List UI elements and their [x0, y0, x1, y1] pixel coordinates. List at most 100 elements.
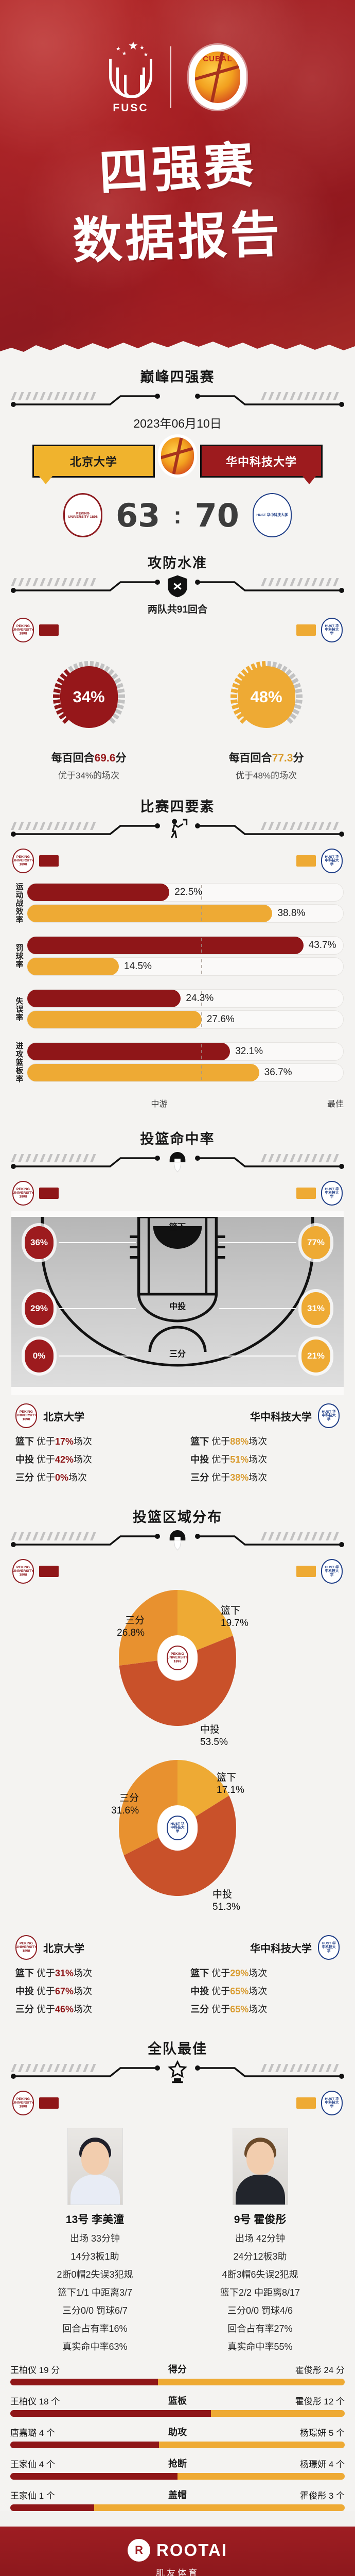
player-torso — [235, 2175, 285, 2205]
hero-title: 四强赛 数据报告 — [0, 129, 355, 270]
note-line: 篮下 优于29%场次 — [190, 1966, 340, 1979]
trophy-star-icon — [167, 2060, 188, 2083]
home-team-name: 北京大学 — [43, 1411, 84, 1423]
home-pace-sub: 优于34%的场次 — [58, 771, 120, 781]
shooting-team-notes: PEKING UNIVERSITY 1898 北京大学 篮下 优于17%场次 中… — [0, 1395, 355, 1490]
match-section-title: 巅峰四强赛 — [140, 369, 215, 385]
away-color-swatch — [296, 1188, 316, 1199]
pie-slice-pct: 26.8% — [117, 1627, 145, 1638]
fusc-logo: ★ ★ ★ ★ ★ FUSC — [109, 40, 153, 114]
compare-row: 王家仙 4 个 抢断 杨璟妍 4 个 — [10, 2456, 345, 2480]
note-line: 中投 优于42%场次 — [15, 1452, 165, 1466]
pie-slice-name: 中投 — [200, 1724, 220, 1735]
note-value: 46% — [55, 2004, 74, 2014]
home-compare-segment — [10, 2442, 159, 2448]
note-line: 三分 优于38%场次 — [190, 1470, 340, 1484]
stars-icon: ★ ★ ★ ★ ★ — [116, 39, 148, 58]
note-suffix: 场次 — [74, 1454, 93, 1465]
note-suffix: 场次 — [74, 1436, 93, 1447]
home-note-head: PEKING UNIVERSITY 1898 北京大学 — [15, 1403, 165, 1428]
four-factors-rule — [9, 819, 346, 846]
note-suffix: 场次 — [248, 1968, 268, 1978]
away-pie-chart: HUST 华中科技大学 篮下 17.1% 中投 51.3% 三分 31.6% — [0, 1757, 355, 1927]
home-crest-text: PEKING UNIVERSITY 1898 — [15, 1941, 37, 1953]
factor-group: 失误率 24.3% 27.6% — [11, 987, 344, 1031]
zone-arrow-left — [59, 1355, 136, 1357]
player-face — [246, 2142, 274, 2175]
away-bar-value: 36.7% — [264, 1067, 292, 1078]
compare-row-labels: 唐嘉璐 4 个 助攻 杨璟妍 5 个 — [10, 2425, 345, 2438]
home-leader-label: 王家仙 1 个 — [10, 2490, 55, 2501]
player-stat-line: 2断0帽2失误3犯规 — [57, 2269, 133, 2280]
away-pace-sub: 优于48%的场次 — [235, 771, 297, 781]
home-bar-fill — [27, 990, 181, 1007]
pie-crest-text: PEKING UNIVERSITY 1898 — [167, 1652, 188, 1664]
note-prefix: 优于 — [37, 2004, 56, 2014]
away-bar-value: 14.5% — [124, 961, 152, 972]
home-crest-text: PEKING UNIVERSITY 1898 — [15, 1410, 37, 1421]
away-color-swatch — [296, 855, 316, 867]
home-compare-segment — [10, 2379, 158, 2385]
shooting-title: 投篮命中率 — [140, 1131, 215, 1147]
note-suffix: 场次 — [248, 1986, 268, 1996]
match-rule — [9, 389, 346, 417]
note-zone: 三分 — [190, 2004, 209, 2014]
home-bar-track: 24.3% — [27, 989, 344, 1008]
hero-title-line2: 数据报告 — [72, 204, 284, 270]
compare-metric: 抢断 — [168, 2459, 187, 2469]
brand-name-cn: 肌友体育 — [156, 2568, 199, 2576]
note-prefix: 优于 — [211, 1968, 230, 1978]
home-bar-value: 22.5% — [174, 887, 203, 897]
note-line: 三分 优于65%场次 — [190, 2002, 340, 2015]
home-pace-main: 每百回合69.6分 — [22, 750, 156, 765]
factor-label: 进攻篮板率 — [14, 1041, 24, 1083]
median-tick — [201, 885, 202, 900]
away-team-name: 华中科技大学 — [250, 1411, 312, 1423]
compare-metric: 盖帽 — [168, 2490, 187, 2500]
compare-metric: 助攻 — [168, 2427, 187, 2437]
player-stat-line: 三分0/0 罚球6/7 — [62, 2306, 128, 2316]
player-stat-line: 真实命中率63% — [62, 2342, 128, 2352]
brand-logo-icon: R — [128, 2539, 151, 2562]
score-colon: : — [173, 502, 182, 529]
basketball-court: 篮下 36% 77% 中投 29% 31% 三分 0% 21% — [11, 1217, 344, 1387]
court-lines — [41, 1217, 314, 1367]
home-leader-label: 王柏仪 18 个 — [10, 2396, 60, 2406]
median-tick — [201, 1012, 202, 1027]
home-crest: PEKING UNIVERSITY 1898 — [63, 493, 103, 537]
note-suffix: 场次 — [68, 1472, 87, 1483]
pace-legend: PEKING UNIVERSITY 1898 HUST 华中科技大学 — [0, 616, 355, 642]
note-prefix: 优于 — [211, 1454, 230, 1465]
away-color-swatch — [296, 624, 316, 636]
away-bar-value: 27.6% — [206, 1014, 235, 1025]
away-team-name: 华中科技大学 — [250, 1943, 312, 1955]
pie-slice-name: 篮下 — [217, 1772, 237, 1783]
note-zone: 中投 — [15, 1454, 34, 1465]
zone-label: 三分 — [169, 1350, 186, 1359]
note-prefix: 优于 — [211, 1472, 230, 1483]
note-suffix: 场次 — [248, 1454, 268, 1465]
note-value: 17% — [55, 1436, 74, 1447]
home-compare-segment — [10, 2410, 211, 2417]
away-player-photo — [232, 2128, 288, 2205]
hero-logo-row: ★ ★ ★ ★ ★ FUSC CUBAL — [0, 0, 355, 114]
pace-note: 两队共91回合 — [147, 604, 208, 615]
player-stat-line: 24分12板3助 — [233, 2251, 287, 2262]
compare-bar — [10, 2504, 345, 2511]
scale-mid-label: 中游 — [151, 1100, 168, 1109]
zone-arrow-left — [59, 1242, 136, 1243]
home-zone-pct: 0% — [25, 1340, 54, 1372]
player-torso — [70, 2175, 120, 2205]
pie-slice-pct: 31.6% — [111, 1805, 139, 1816]
compare-metric: 得分 — [168, 2364, 187, 2375]
pace-section: 攻防水准 — [0, 547, 355, 781]
compare-bar — [10, 2442, 345, 2448]
cubal-logo: CUBAL — [189, 45, 246, 110]
distribution-team-notes: PEKING UNIVERSITY 1898 北京大学 篮下 优于31%场次 中… — [0, 1927, 355, 2022]
compare-row-labels: 王柏仪 19 分 得分 霍俊彤 24 分 — [10, 2362, 345, 2376]
away-player-name: 9号 霍俊彤 — [234, 2214, 287, 2226]
shield-icon — [167, 575, 188, 598]
home-bar-value: 32.1% — [235, 1046, 263, 1057]
home-crest-small: PEKING UNIVERSITY 1898 — [15, 1935, 37, 1960]
pie-crest: HUST 华中科技大学 — [167, 1816, 188, 1840]
